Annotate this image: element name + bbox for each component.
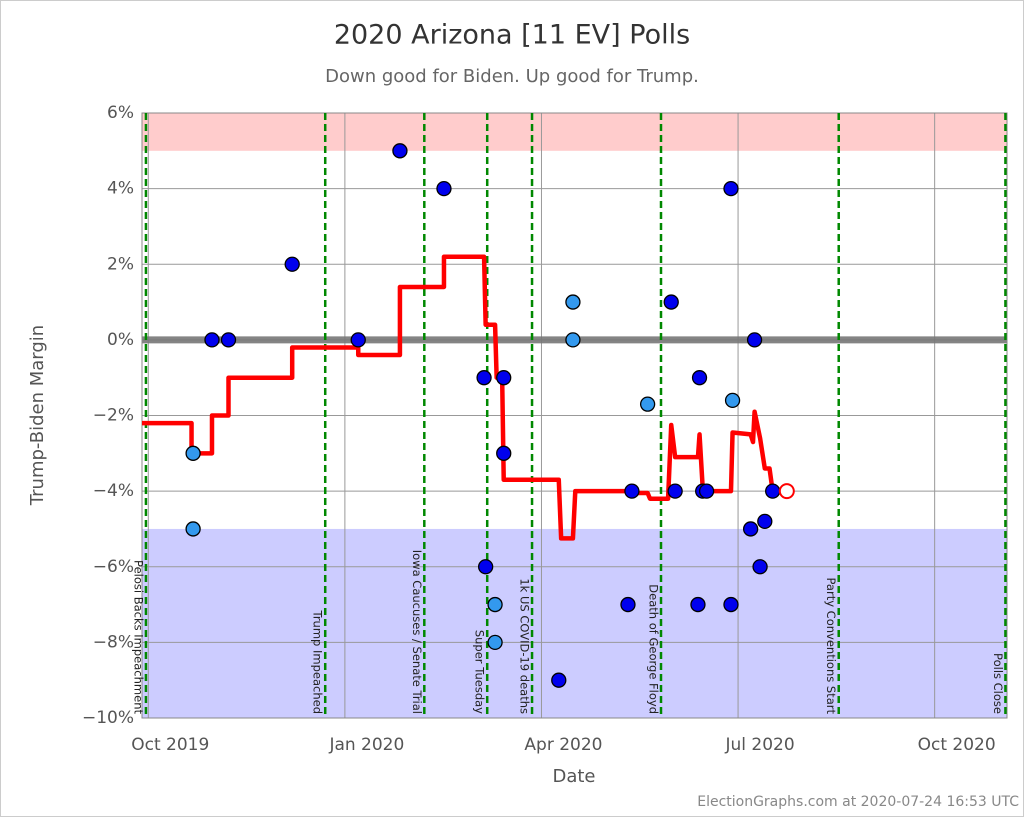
poll-point bbox=[690, 596, 706, 613]
event-label: Super Tuesday bbox=[473, 630, 487, 714]
x-tick-label: Oct 2020 bbox=[918, 735, 996, 755]
y-tick-label: −10% bbox=[82, 708, 134, 728]
x-tick-label: Jan 2020 bbox=[328, 735, 404, 755]
shaded-band bbox=[142, 528, 1007, 718]
average-line bbox=[142, 254, 787, 541]
poll-point bbox=[624, 483, 640, 499]
chart-subtitle: Down good for Biden. Up good for Trump. bbox=[325, 66, 699, 87]
y-tick-label: 0% bbox=[107, 330, 134, 350]
poll-point bbox=[350, 332, 366, 348]
poll-point bbox=[551, 672, 567, 688]
event-label: Iowa Caucuses / Senate Trial bbox=[410, 550, 424, 714]
current-average bbox=[778, 483, 795, 500]
poll-point bbox=[476, 370, 492, 386]
poll-point bbox=[742, 521, 759, 537]
y-tick-label: 6% bbox=[107, 103, 134, 123]
event-label: Trump Impeached bbox=[311, 609, 325, 714]
poll-point bbox=[392, 143, 408, 159]
poll-point bbox=[757, 513, 773, 530]
poll-point bbox=[185, 445, 201, 461]
poll-point bbox=[487, 596, 503, 613]
poll-point bbox=[746, 332, 763, 348]
poll-point bbox=[723, 596, 739, 613]
poll-point bbox=[698, 483, 715, 499]
event-label: Polls Close bbox=[991, 653, 1005, 714]
event-label: 1k US COVID-19 deaths bbox=[518, 578, 532, 714]
y-tick-label: −2% bbox=[93, 406, 134, 426]
y-tick-label: 2% bbox=[107, 254, 134, 274]
poll-point bbox=[487, 634, 503, 651]
y-tick-label: −4% bbox=[93, 481, 134, 501]
poll-point bbox=[691, 370, 708, 386]
poll-point bbox=[565, 294, 581, 310]
y-tick-label: −8% bbox=[93, 632, 134, 652]
poll-point bbox=[765, 483, 781, 499]
event-label: Party Conventions Start bbox=[824, 578, 838, 715]
poll-point bbox=[663, 294, 679, 310]
poll-point bbox=[723, 180, 739, 197]
y-tick-label: 4% bbox=[107, 179, 134, 199]
poll-point bbox=[436, 180, 452, 197]
poll-point bbox=[496, 445, 512, 461]
poll-point bbox=[185, 521, 201, 537]
footer: ElectionGraphs.com at 2020-07-24 16:53 U… bbox=[697, 794, 1019, 810]
poll-point bbox=[477, 559, 494, 575]
poll-point bbox=[220, 332, 237, 348]
poll-point bbox=[496, 370, 512, 386]
x-tick-label: Apr 2020 bbox=[524, 735, 602, 755]
shaded-band bbox=[142, 113, 1007, 151]
poll-point bbox=[667, 483, 683, 499]
event-label: Pelosi Backs Impeachment bbox=[131, 560, 145, 714]
poll-point bbox=[724, 392, 741, 409]
y-tick-label: −6% bbox=[93, 557, 134, 577]
poll-point bbox=[620, 596, 636, 613]
plot-border bbox=[141, 112, 1008, 719]
x-tick-label: Jul 2020 bbox=[724, 735, 794, 755]
chart-title: 2020 Arizona [11 EV] Polls bbox=[334, 20, 690, 51]
event-label: Death of George Floyd bbox=[647, 584, 661, 714]
y-axis-title: Trump-Biden Margin bbox=[27, 325, 48, 506]
poll-point bbox=[204, 332, 220, 348]
x-axis-title: Date bbox=[552, 766, 595, 787]
x-tick-label: Oct 2019 bbox=[131, 735, 209, 755]
poll-point bbox=[284, 256, 300, 272]
poll-point bbox=[752, 559, 768, 575]
poll-point bbox=[639, 396, 656, 412]
poll-point bbox=[565, 332, 581, 348]
